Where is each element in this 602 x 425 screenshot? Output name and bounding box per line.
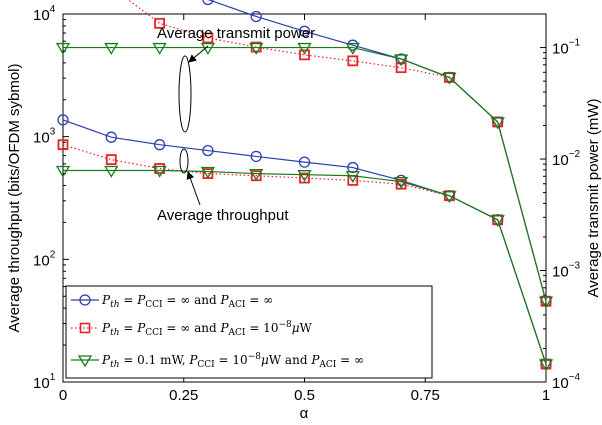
legend-entry-2: Pth = PCCI = ∞ and PACI = 10−8μW: [71, 320, 313, 338]
series-2-power-point: [202, 32, 214, 44]
series-2-throughput-point: [57, 139, 69, 151]
legend: Pth = PCCI = ∞ and PACI = ∞ Pth = PCCI =…: [65, 285, 433, 379]
series-3-throughput-point: [152, 165, 167, 178]
right-tick-label: 10−1: [552, 38, 581, 58]
left-axis-label: Average throughput (bits/OFDM sybmol): [6, 63, 23, 332]
series-3-power-point: [104, 42, 119, 55]
series-3-throughput-point: [249, 168, 264, 181]
series-3-power-point: [297, 42, 312, 55]
series-3-throughput-point: [297, 170, 312, 182]
series-3-throughput-point: [442, 191, 457, 203]
series-1-power-point: [202, 0, 214, 6]
throughput-annotation-ellipse: [179, 148, 189, 174]
left-tick-label: 102: [33, 249, 56, 269]
series-1-power-point: [250, 10, 262, 23]
throughput-annotation: Average throughput: [157, 148, 289, 224]
series-2-power-point: [347, 55, 359, 67]
x-tick-label: 1: [542, 387, 550, 404]
series-1-throughput-point: [250, 150, 262, 163]
power-annotation-ellipse: [178, 55, 192, 133]
series-1-power-point: [298, 25, 311, 37]
series-2-power-point: [154, 17, 166, 29]
series-3-throughput-line: [63, 169, 547, 365]
power-annotation: Average transmit power: [157, 25, 315, 133]
legend-swatch-marker-1: [79, 294, 91, 306]
series-1-throughput-point: [105, 131, 117, 143]
x-axis-label: α: [300, 405, 309, 422]
legend-swatch-marker-2: [79, 322, 91, 334]
throughput-annotation-arrow: [186, 171, 201, 206]
x-tick-label: 0.25: [169, 387, 198, 404]
x-tick-label: 0.5: [294, 387, 315, 404]
series-3-power-point: [393, 54, 409, 67]
series-3-power-point: [152, 42, 167, 55]
legend-box: [65, 285, 433, 379]
left-tick-label: 101: [33, 372, 56, 392]
right-tick-label: 10−2: [552, 149, 581, 169]
legend-entry-3: Pth = 0.1 mW, PCCI = 10−8μW and PACI = ∞: [71, 352, 364, 370]
series-3-throughput-point: [104, 165, 119, 178]
series-3-power-point: [490, 117, 505, 130]
throughput-annotation-label: Average throughput: [157, 207, 289, 224]
right-axis-label: Average transmit power (mW): [585, 99, 602, 298]
series-1-throughput-point: [298, 156, 311, 168]
series-2-throughput-point: [299, 172, 310, 184]
power-annotation-label: Average transmit power: [157, 25, 315, 42]
series-layer: [55, 0, 554, 372]
left-tick-label: 103: [33, 127, 56, 147]
legend-label-3: Pth = 0.1 mW, PCCI = 10−8μW and PACI = ∞: [101, 352, 364, 370]
right-tick-label: 10−4: [552, 372, 581, 392]
power-annotation-arrow: [188, 45, 209, 63]
series-1-throughput-point: [347, 161, 359, 174]
legend-label-2: Pth = PCCI = ∞ and PACI = 10−8μW: [101, 320, 313, 338]
series-3-throughput-point: [538, 359, 554, 372]
legend-entry-1: Pth = PCCI = ∞ and PACI = ∞: [71, 293, 273, 310]
series-3-power-line: [63, 46, 547, 302]
series-3-throughput-point: [200, 166, 216, 179]
series-3-power-point: [442, 72, 457, 85]
series-3-power-point: [345, 42, 360, 55]
series-3-power-point: [538, 296, 554, 309]
x-tick-label: 0.75: [411, 387, 440, 404]
series-3-power-point: [249, 42, 264, 55]
left-tick-label: 104: [33, 4, 56, 24]
series-3-power-point: [55, 42, 71, 55]
series-3-throughput-point: [55, 165, 71, 178]
series-3-throughput-point: [393, 176, 409, 189]
legend-swatch-marker-3: [77, 355, 93, 368]
series-2-power-point: [299, 49, 310, 61]
series-1-throughput-point: [57, 114, 69, 126]
series-3-throughput-point: [490, 215, 505, 228]
legend-label-1: Pth = PCCI = ∞ and PACI = ∞: [101, 293, 273, 310]
series-1-throughput-point: [202, 144, 214, 157]
series-2-power-point: [395, 62, 407, 74]
series-3-throughput-point: [345, 171, 360, 184]
series-1-throughput-point: [153, 139, 166, 151]
right-tick-label: 10−3: [552, 261, 581, 281]
ticks-layer: 0 0.25 0.5 0.75 1 101 102 103 104 10−4 10−3 10−2 10−…: [33, 4, 581, 404]
x-tick-label: 0: [59, 387, 67, 404]
series-2-throughput-point: [105, 154, 117, 166]
